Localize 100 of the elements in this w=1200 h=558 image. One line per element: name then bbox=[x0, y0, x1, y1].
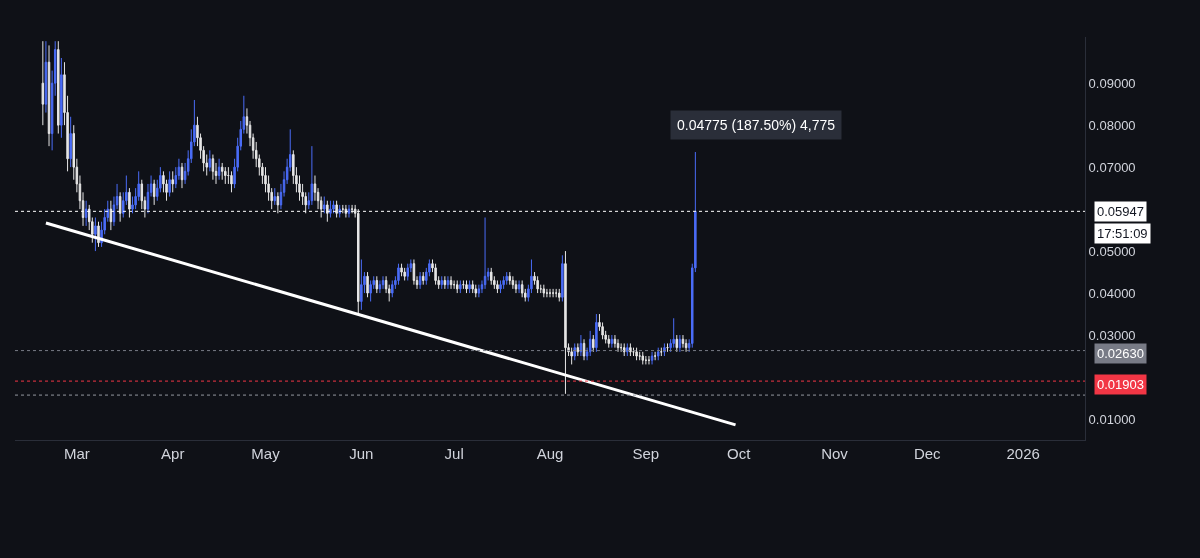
x-tick-label: Apr bbox=[161, 445, 185, 462]
candlestick bbox=[369, 279, 372, 302]
candlestick bbox=[595, 313, 598, 353]
candlestick bbox=[459, 279, 462, 294]
candlestick bbox=[626, 342, 629, 357]
candlestick bbox=[344, 204, 348, 219]
candlestick bbox=[653, 351, 657, 361]
candlestick bbox=[468, 279, 471, 294]
candlestick bbox=[656, 347, 660, 361]
candlestick bbox=[84, 200, 88, 227]
candlestick bbox=[276, 191, 280, 214]
candlestick bbox=[558, 288, 561, 302]
candlestick bbox=[44, 40, 48, 114]
candlestick bbox=[573, 342, 576, 361]
candlestick bbox=[57, 40, 60, 135]
x-tick-label: 2026 bbox=[1006, 445, 1040, 462]
candlestick bbox=[613, 334, 617, 349]
candlestick bbox=[443, 275, 447, 290]
candlestick bbox=[542, 284, 546, 298]
candlestick bbox=[440, 275, 444, 290]
candlestick bbox=[681, 334, 685, 349]
x-tick-label: May bbox=[251, 445, 281, 462]
candlestick bbox=[505, 271, 508, 286]
candlestick bbox=[332, 200, 335, 214]
y-tick-label: 0.09000 bbox=[1088, 75, 1136, 91]
candlestick bbox=[335, 200, 338, 219]
candlestick bbox=[180, 162, 184, 189]
candlestick bbox=[347, 204, 351, 219]
x-tick-label: Dec bbox=[913, 445, 942, 462]
candlestick bbox=[635, 347, 638, 361]
candlestick bbox=[570, 347, 573, 365]
candlestick bbox=[672, 317, 675, 349]
candlestick bbox=[375, 275, 379, 294]
annotation: 0.04775 (187.50%) 4,775 bbox=[677, 117, 836, 133]
candlestick bbox=[619, 342, 623, 353]
candlestick bbox=[118, 191, 122, 223]
candlestick bbox=[400, 263, 403, 277]
x-tick-label: Jul bbox=[444, 445, 464, 462]
candlestick bbox=[403, 267, 406, 281]
candlestick bbox=[397, 263, 400, 286]
candlestick bbox=[629, 342, 632, 357]
candlestick bbox=[588, 330, 592, 357]
candlestick bbox=[211, 154, 215, 181]
candlestick bbox=[483, 217, 487, 290]
candlestick bbox=[514, 279, 518, 294]
candlestick bbox=[171, 170, 174, 193]
ref-line-label: 0.02630 bbox=[1097, 346, 1144, 361]
candlestick bbox=[536, 275, 539, 294]
candlestick bbox=[357, 208, 360, 315]
candlestick bbox=[684, 338, 688, 353]
candlestick bbox=[455, 279, 459, 294]
candlestick bbox=[474, 284, 478, 298]
candlestick bbox=[381, 275, 385, 290]
candlestick bbox=[644, 355, 648, 365]
candlestick bbox=[545, 288, 549, 298]
candlestick bbox=[582, 338, 586, 361]
candlestick bbox=[610, 334, 614, 349]
candlestick bbox=[310, 145, 314, 206]
candlestick bbox=[69, 116, 72, 168]
candlestick bbox=[224, 166, 227, 185]
y-tick-label: 0.03000 bbox=[1088, 327, 1136, 343]
candlestick bbox=[60, 57, 63, 139]
candlestick bbox=[641, 351, 645, 365]
ref-line-label: 0.01903 bbox=[1097, 377, 1144, 392]
x-tick-label: Oct bbox=[726, 445, 752, 462]
y-tick-label: 0.08000 bbox=[1088, 117, 1136, 133]
candlestick bbox=[502, 275, 505, 290]
candlestick bbox=[622, 342, 626, 357]
candlestick bbox=[551, 288, 555, 298]
candlestick bbox=[360, 258, 363, 311]
candlestick bbox=[208, 149, 212, 172]
candlestick bbox=[465, 279, 468, 294]
y-tick-label: 0.07000 bbox=[1088, 159, 1136, 175]
x-tick-label: Sep bbox=[632, 445, 660, 462]
text: 17:51:09 bbox=[1097, 226, 1148, 241]
candlestick bbox=[230, 170, 233, 193]
candlestick bbox=[217, 158, 221, 181]
candlestick bbox=[663, 342, 666, 357]
candlestick bbox=[421, 271, 425, 286]
candlestick bbox=[350, 204, 354, 214]
candlestick bbox=[449, 275, 453, 290]
candlestick bbox=[152, 179, 156, 206]
candlestick bbox=[508, 271, 512, 286]
candlestick bbox=[366, 271, 369, 298]
candlestick bbox=[496, 279, 499, 294]
candlestick bbox=[109, 200, 113, 231]
candlestick bbox=[576, 342, 580, 357]
x-tick-label: Jun bbox=[349, 445, 374, 462]
candlestick bbox=[41, 40, 45, 126]
candlestick bbox=[616, 338, 620, 353]
y-tick-label: 0.05000 bbox=[1088, 243, 1136, 259]
candlestick bbox=[329, 200, 332, 219]
candlestick bbox=[378, 279, 382, 294]
candlestick bbox=[168, 170, 171, 198]
candlestick bbox=[678, 334, 682, 353]
candlestick bbox=[338, 204, 341, 219]
y-tick-label: 0.04000 bbox=[1088, 285, 1136, 301]
candlestick bbox=[446, 275, 450, 290]
candlestick bbox=[391, 279, 394, 298]
candlestick bbox=[579, 334, 583, 357]
